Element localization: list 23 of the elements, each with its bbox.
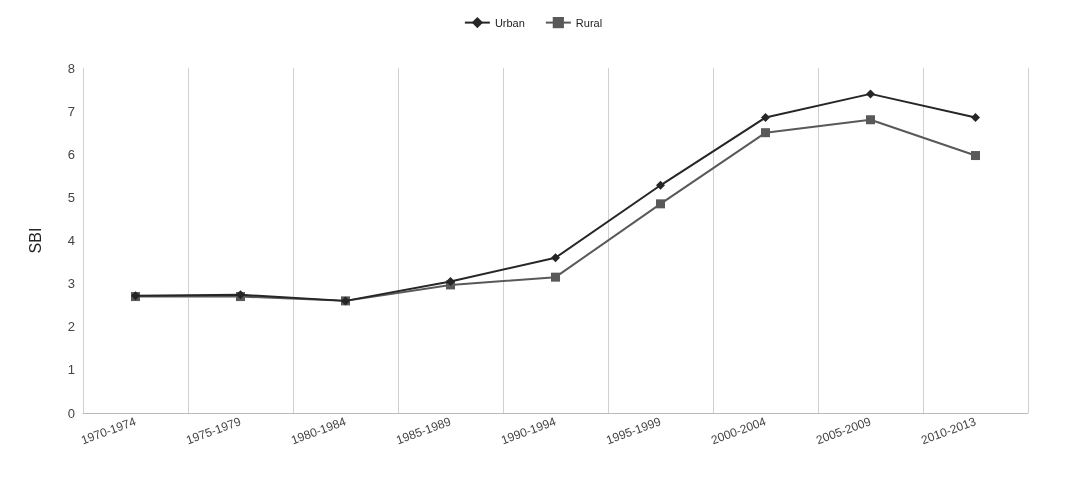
y-tick-label: 3 [67, 276, 75, 292]
y-tick-label: 2 [67, 319, 75, 335]
y-tick-label: 8 [67, 60, 75, 76]
y-axis-title: SBI [26, 227, 44, 254]
y-tick-label: 7 [67, 103, 75, 119]
point [971, 151, 980, 161]
point [761, 128, 770, 138]
legend-label: Urban [494, 16, 525, 29]
point [551, 272, 560, 282]
point [761, 113, 770, 123]
y-tick-label: 6 [67, 146, 75, 162]
point [551, 253, 560, 263]
point [971, 113, 980, 123]
point [866, 115, 875, 125]
point [446, 276, 455, 286]
point [656, 180, 665, 190]
legend-label: Rural [575, 16, 603, 29]
point [656, 199, 665, 209]
y-tick-label: 5 [67, 189, 75, 205]
point [866, 89, 875, 99]
y-tick-label: 1 [67, 362, 75, 378]
y-tick-label: 0 [67, 405, 75, 421]
y-tick-label: 4 [67, 233, 75, 248]
